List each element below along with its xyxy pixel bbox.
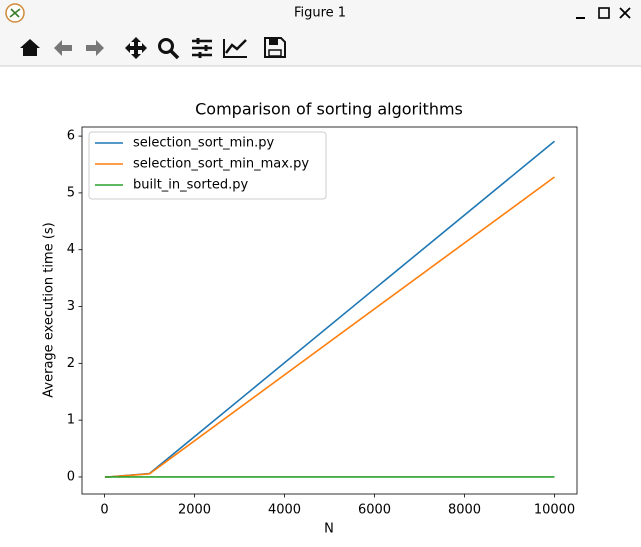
back-button[interactable] xyxy=(54,40,72,56)
zoom-button[interactable] xyxy=(158,38,174,54)
x-tick-label: 0 xyxy=(100,503,108,518)
zoom-button-handle xyxy=(169,49,180,60)
legend-label: selection_sort_min.py xyxy=(133,136,274,151)
window-title: Figure 1 xyxy=(294,6,346,21)
y-tick-label: 4 xyxy=(67,242,75,257)
x-tick-label: 2000 xyxy=(178,503,211,518)
axes-button-line xyxy=(225,39,247,54)
maximize-button[interactable] xyxy=(598,7,610,19)
x-tick-label: 10000 xyxy=(534,503,575,518)
chart-title: Comparison of sorting algorithms xyxy=(195,100,463,119)
axes-frame xyxy=(81,126,578,495)
configure-button-sliders xyxy=(196,38,208,58)
save-button[interactable] xyxy=(264,37,286,58)
legend-label: built_in_sorted.py xyxy=(133,178,248,193)
y-axis-label: Average execution time (s) xyxy=(42,222,57,397)
y-tick-label: 0 xyxy=(67,469,75,484)
close-button[interactable] xyxy=(619,7,631,19)
x-tick-label: 6000 xyxy=(358,503,391,518)
y-tick-label: 6 xyxy=(67,129,75,144)
configure-button[interactable] xyxy=(192,39,212,57)
save-button-label xyxy=(268,49,282,57)
home-button[interactable] xyxy=(20,39,40,56)
save-button-detail xyxy=(269,39,278,45)
title-bar xyxy=(0,0,641,27)
x-tick-label: 4000 xyxy=(268,503,301,518)
y-tick-label: 5 xyxy=(67,185,75,200)
legend-box xyxy=(88,131,327,200)
y-tick-label: 3 xyxy=(67,299,75,314)
forward-button[interactable] xyxy=(86,40,104,56)
app-icon-mark xyxy=(9,8,21,18)
toolbar xyxy=(0,27,641,66)
plot: 0 2000 4000 6000 8000 10000 0 1 2 3 4 5 6 selection_s… xyxy=(67,126,578,518)
y-tick-label: 2 xyxy=(67,356,75,371)
pan-button[interactable] xyxy=(125,37,147,59)
legend-label: selection_sort_min_max.py xyxy=(133,157,309,172)
y-tick-label: 1 xyxy=(67,413,75,428)
x-axis-label: N xyxy=(324,522,334,537)
axes-button[interactable] xyxy=(223,39,247,58)
x-tick-label: 8000 xyxy=(448,503,481,518)
